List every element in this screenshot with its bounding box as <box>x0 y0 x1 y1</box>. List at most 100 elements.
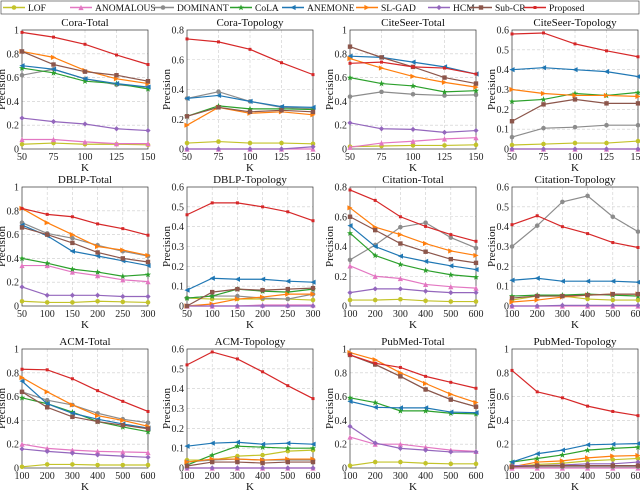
data-point <box>260 465 266 471</box>
legend-item: CoLA <box>230 4 279 14</box>
x-tick-label: 600 <box>141 471 156 482</box>
data-point <box>184 140 190 146</box>
data-point <box>50 119 57 125</box>
legend: LOF ANOMALOUS DOMINANT CoLA ANEMONE SL-GAD HCM… <box>0 0 640 15</box>
data-point <box>119 273 126 280</box>
data-point <box>572 140 578 146</box>
y-tick-label: 0.4 <box>335 97 348 108</box>
data-point <box>121 227 125 231</box>
data-point <box>379 55 384 60</box>
data-point <box>120 293 126 300</box>
y-tick-label: 0 <box>504 464 509 475</box>
data-point <box>216 139 221 144</box>
data-point <box>347 120 353 126</box>
legend-marker <box>238 4 244 11</box>
data-point <box>474 239 478 243</box>
series-anomalous <box>19 262 151 285</box>
data-point <box>348 61 352 65</box>
data-point <box>509 98 515 105</box>
series-proposed <box>185 37 315 77</box>
subplot-title: PubMed-Topology <box>534 336 617 348</box>
data-point <box>585 193 590 199</box>
x-tick-label: 75 <box>49 152 59 163</box>
data-point <box>635 101 640 106</box>
data-point <box>69 402 75 408</box>
data-point <box>285 459 290 465</box>
data-point <box>510 223 514 227</box>
series-proposed <box>20 367 150 413</box>
series-sub-cr <box>184 105 316 119</box>
series-line <box>511 369 639 417</box>
x-tick-label: 100 <box>343 471 358 482</box>
data-point <box>372 273 378 279</box>
x-tick-label: 400 <box>418 471 433 482</box>
x-tick-label: 200 <box>255 309 270 320</box>
series-anemone <box>347 223 479 273</box>
data-point <box>19 284 25 290</box>
series-line <box>21 443 149 454</box>
series-line <box>186 202 314 222</box>
y-tick-label: 0.3 <box>497 242 510 253</box>
data-point <box>145 293 151 300</box>
data-point <box>541 141 546 147</box>
data-point <box>585 455 591 461</box>
data-point <box>19 374 25 381</box>
data-point <box>145 252 151 259</box>
data-point <box>260 441 266 447</box>
data-point <box>185 213 189 217</box>
data-point <box>423 447 429 453</box>
y-axis-label: Precision <box>324 388 336 429</box>
x-tick-label: 400 <box>580 471 595 482</box>
y-tick-label: 0 <box>14 464 19 475</box>
data-point <box>145 420 151 426</box>
data-point <box>70 462 75 467</box>
data-point <box>278 104 285 110</box>
data-point <box>120 299 126 305</box>
data-point <box>540 90 547 97</box>
x-tick-label: 300 <box>306 309 321 320</box>
series-proposed <box>185 201 315 223</box>
series-line <box>349 425 476 453</box>
y-tick-label: 1 <box>14 26 19 37</box>
x-axis-label: K <box>409 319 417 331</box>
data-point <box>261 205 265 209</box>
data-point <box>234 443 241 449</box>
data-point <box>398 374 403 379</box>
data-point <box>572 97 578 102</box>
data-point <box>44 401 50 407</box>
y-tick-label: 0.2 <box>172 115 185 126</box>
series-line <box>511 215 639 249</box>
x-tick-label: 100 <box>568 152 583 163</box>
data-point <box>423 249 428 254</box>
series-hcm <box>347 423 479 455</box>
data-point <box>95 273 101 279</box>
data-point <box>635 89 640 96</box>
data-point <box>50 69 57 76</box>
data-point <box>235 286 240 292</box>
series-sub-cr <box>19 225 151 265</box>
data-point <box>604 101 609 106</box>
data-point <box>96 389 100 393</box>
series-cola <box>509 444 640 465</box>
x-tick-label: 75 <box>539 152 549 163</box>
data-point <box>448 299 454 304</box>
x-tick-label: 125 <box>599 152 614 163</box>
x-tick-label: 400 <box>255 471 270 482</box>
plot-area <box>512 349 638 468</box>
data-point <box>372 243 378 250</box>
data-point <box>82 139 88 145</box>
data-point <box>19 394 25 401</box>
data-point <box>423 240 429 247</box>
series-proposed <box>348 188 478 243</box>
data-point <box>510 32 514 36</box>
data-point <box>423 288 429 294</box>
x-tick-label: 100 <box>343 309 358 320</box>
data-point <box>145 127 151 134</box>
series-lof <box>19 462 151 470</box>
data-point <box>448 449 454 455</box>
series-line <box>349 288 476 294</box>
series-lof <box>347 459 479 468</box>
data-point <box>449 233 453 237</box>
data-point <box>278 146 285 152</box>
y-tick-label: 0.2 <box>335 121 348 132</box>
